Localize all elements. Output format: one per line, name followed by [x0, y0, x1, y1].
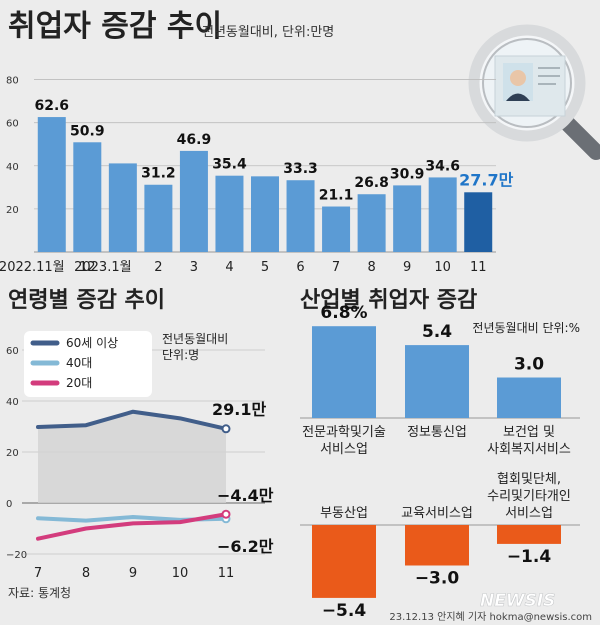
- bar-value-label: 35.4: [212, 157, 247, 173]
- x-tick-label: 7: [34, 566, 42, 581]
- x-tick-label: 4: [225, 260, 233, 275]
- bar-value-label: 33.3: [283, 161, 318, 177]
- legend-label: 40대: [66, 356, 92, 370]
- bar: [497, 377, 561, 418]
- series-end-point: [221, 509, 231, 519]
- bar: [312, 326, 376, 418]
- category-label: 서비스업: [505, 506, 553, 521]
- bar-value-label: 50.9: [70, 123, 105, 139]
- category-label: 보건업 및: [503, 425, 555, 440]
- category-label: 서비스업: [320, 442, 368, 457]
- legend-label: 20대: [66, 376, 92, 390]
- chart-note: 단위:명: [162, 348, 199, 362]
- x-tick-label: 2022.11월: [0, 260, 65, 275]
- area-fill: [38, 411, 226, 503]
- bar: [405, 525, 469, 566]
- category-label: 사회복지서비스: [487, 442, 571, 457]
- x-tick-label: 11: [470, 260, 487, 275]
- x-tick-label: 9: [129, 566, 137, 581]
- bar: [251, 176, 279, 252]
- bar-value-label: 27.7만: [459, 170, 513, 189]
- bar-value-label: 6.8%: [320, 303, 367, 323]
- bar-value-label: −3.0: [415, 569, 460, 589]
- bar-value-label: −1.4: [507, 547, 552, 567]
- bar: [144, 184, 173, 252]
- age-chart-title: 연령별 증감 추이: [8, 288, 165, 313]
- category-label: 정보통신업: [407, 425, 467, 440]
- category-label: 협회및단체,: [497, 472, 561, 487]
- bar: [393, 185, 422, 252]
- bar-value-label: 62.6: [34, 98, 69, 114]
- category-label: 전문과학및기술: [302, 425, 386, 440]
- series-line: [36, 409, 228, 431]
- end-label: −4.4만: [217, 486, 274, 505]
- y-tick-label: 80: [6, 76, 19, 87]
- y-tick-label: 40: [6, 397, 19, 408]
- x-tick-label: 12: [79, 260, 96, 275]
- x-tick-label: 10: [172, 566, 189, 581]
- bar-value-label: 21.1: [319, 188, 354, 204]
- series-end-point: [221, 424, 231, 434]
- bar-value-label: 46.9: [177, 132, 212, 148]
- chart-note: 전년동월대비 단위:%: [472, 321, 580, 335]
- bar: [322, 206, 351, 252]
- magnifier-illustration: [468, 24, 600, 160]
- bar: [497, 525, 561, 544]
- bar: [357, 194, 386, 252]
- x-tick-label: 8: [82, 566, 90, 581]
- x-tick-label: 11: [218, 566, 235, 581]
- bar-value-label: −5.4: [322, 601, 367, 621]
- series-line: [36, 512, 228, 541]
- y-tick-label: 20: [6, 205, 19, 216]
- industry-chart-title: 산업별 취업자 증감: [300, 288, 477, 313]
- y-tick-label: −20: [6, 550, 27, 561]
- bar: [286, 180, 315, 252]
- bar-value-label: 31.2: [141, 166, 176, 182]
- bar: [108, 163, 137, 252]
- y-tick-label: 20: [6, 448, 19, 459]
- x-tick-label: 9: [403, 260, 411, 275]
- bar-value-label: 5.4: [422, 322, 452, 342]
- bar: [179, 150, 208, 252]
- y-tick-label: 0: [6, 499, 12, 510]
- end-label: 29.1만: [212, 400, 266, 419]
- end-label: −6.2만: [217, 537, 274, 556]
- x-tick-label: 2023.1월: [74, 260, 131, 275]
- x-tick-label: 7: [332, 260, 340, 275]
- y-tick-label: 40: [6, 162, 19, 173]
- bar: [464, 192, 493, 252]
- bar-value-label: 34.6: [425, 158, 460, 174]
- chart-note: 전년동월대비: [162, 332, 228, 346]
- x-tick-label: 10: [434, 260, 451, 275]
- y-tick-label: 60: [6, 119, 19, 130]
- bar-value-label: 26.8: [354, 175, 389, 191]
- source-note: 자료: 통계청: [8, 586, 71, 600]
- age-line-chart: −20 0 20 40 60 7 8 9 10 11 29.1만 −6.2만 −4.4만 60세 이상 40…: [6, 331, 274, 581]
- legend-label: 60세 이상: [66, 336, 118, 350]
- x-tick-label: 5: [261, 260, 269, 275]
- page-title: 취업자 증감 추이: [8, 9, 222, 44]
- category-label: 부동산업: [320, 506, 368, 521]
- bar: [428, 177, 457, 252]
- bar: [312, 525, 376, 598]
- y-tick-label: 60: [6, 346, 19, 357]
- x-tick-label: 6: [296, 260, 304, 275]
- bar: [405, 345, 469, 418]
- x-tick-label: 8: [367, 260, 375, 275]
- bar: [215, 175, 244, 252]
- x-tick-label: 3: [190, 260, 198, 275]
- newsis-logo: NEWSIS: [480, 591, 555, 611]
- category-label: 수리및기타개인: [487, 489, 571, 504]
- credit-line: 23.12.13 안지혜 기자 hokma@newsis.com: [389, 611, 592, 623]
- bar: [37, 117, 66, 252]
- x-tick-label: 2: [154, 260, 162, 275]
- bar: [73, 142, 102, 252]
- category-label: 교육서비스업: [401, 506, 473, 521]
- page-subtitle: 전년동월대비, 단위:만명: [202, 25, 334, 40]
- monthly-bar-chart: 2040608062.62022.11월50.9122023.1월31.2246…: [0, 76, 514, 275]
- bar-value-label: 30.9: [390, 166, 425, 182]
- bar-value-label: 3.0: [514, 355, 544, 375]
